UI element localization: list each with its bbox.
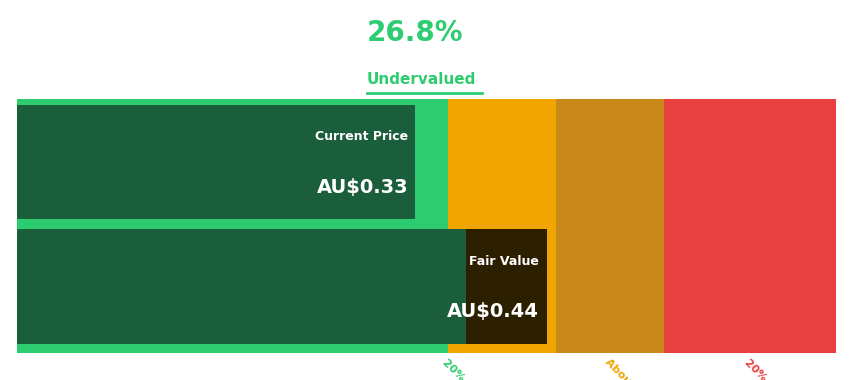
Bar	[17, 229, 490, 344]
Text: Undervalued: Undervalued	[366, 72, 475, 87]
Bar	[447, 99, 556, 353]
Text: AU$0.44: AU$0.44	[446, 302, 538, 321]
Text: 20% Overvalued: 20% Overvalued	[742, 357, 821, 380]
Text: Fair Value: Fair Value	[469, 255, 538, 268]
Text: 20% Undervalued: 20% Undervalued	[440, 357, 525, 380]
Bar	[556, 99, 663, 353]
Bar	[17, 105, 415, 220]
Bar	[17, 99, 447, 353]
Bar	[465, 229, 546, 344]
Bar	[663, 99, 835, 353]
Text: 26.8%: 26.8%	[366, 19, 463, 47]
Text: AU$0.33: AU$0.33	[316, 178, 408, 197]
Text: Current Price: Current Price	[314, 130, 408, 143]
Text: About Right: About Right	[602, 357, 662, 380]
